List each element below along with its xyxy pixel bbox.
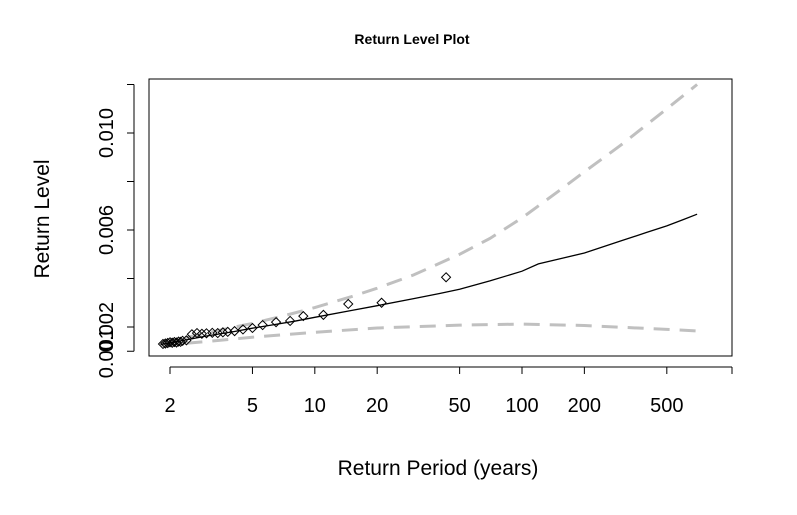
data-point: [229, 325, 240, 337]
data-point: [343, 298, 354, 310]
fitted-return-level-line: [160, 213, 698, 346]
data-point: [298, 310, 309, 322]
return-level-curve: [160, 213, 698, 346]
observed-points: [157, 272, 452, 350]
chart-title: Return Level Plot: [354, 31, 469, 47]
data-point: [237, 324, 249, 335]
data-point: [186, 329, 198, 340]
x-axis-label: Return Period (years): [338, 457, 539, 480]
y-tick-label: 0.010: [96, 108, 118, 158]
data-point: [167, 337, 178, 348]
y-axis: 0.002 0.006 0.010 0.001: [96, 84, 135, 378]
y-tick-label: 0.001: [96, 328, 118, 378]
data-point: [175, 336, 186, 347]
data-point: [181, 335, 192, 346]
y-tick-label: 0.006: [96, 205, 118, 255]
x-tick-label: 2: [164, 395, 175, 417]
lower-confidence-line: [160, 322, 698, 347]
upper-confidence-line: [160, 83, 699, 345]
x-tick-label: 200: [568, 395, 601, 417]
data-point: [217, 327, 229, 338]
y-tick-label: 0.002: [96, 302, 118, 352]
data-point: [177, 335, 188, 347]
data-point: [164, 337, 176, 348]
plot-frame: [148, 78, 733, 357]
x-tick-label: 500: [650, 395, 683, 417]
x-axis: 2 5 10 20 50 100 200 500: [164, 366, 733, 417]
data-point: [257, 319, 268, 331]
data-point: [440, 272, 452, 283]
data-point: [196, 328, 208, 339]
data-point: [318, 309, 329, 321]
x-tick-label: 50: [449, 395, 471, 417]
data-point: [284, 315, 296, 327]
x-tick-label: 20: [366, 395, 388, 417]
x-tick-label: 100: [505, 395, 538, 417]
data-point: [247, 322, 258, 334]
x-tick-label: 5: [247, 395, 258, 417]
x-tick-label: 10: [304, 395, 326, 417]
y-axis-label: Return Level: [31, 159, 54, 278]
data-point: [376, 297, 387, 308]
data-point: [171, 337, 182, 348]
confidence-bands: [160, 83, 699, 347]
data-point: [212, 327, 223, 339]
data-point: [270, 316, 282, 328]
